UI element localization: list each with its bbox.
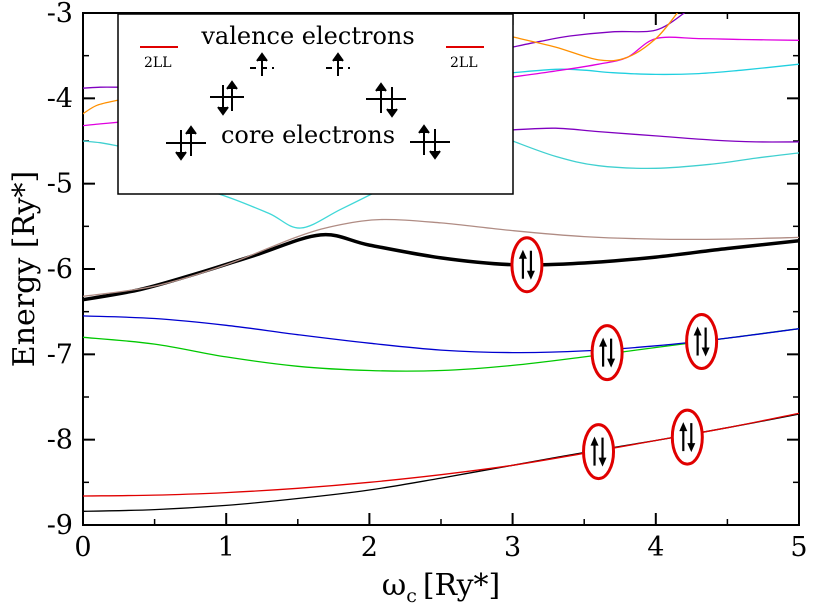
series-line-purple-low bbox=[511, 127, 799, 143]
x-tick-label: 5 bbox=[790, 532, 807, 563]
spin-pair-marker bbox=[670, 408, 704, 466]
spin-down-head bbox=[526, 270, 535, 280]
axis-ticks: 0 1 2 3 4 5 -9 -8 -7 -6 -5 -4 -3 bbox=[47, 0, 808, 563]
series-line-left-purple bbox=[83, 86, 120, 89]
inset-left-marker-label: 2LL bbox=[144, 55, 172, 71]
inset-core-label: core electrons bbox=[221, 121, 395, 149]
y-tick-label: -3 bbox=[47, 0, 73, 29]
inset-frame bbox=[117, 13, 514, 195]
spin-up-head bbox=[599, 337, 608, 347]
spin-pair-ellipse bbox=[670, 408, 704, 466]
spin-annotations bbox=[510, 236, 719, 481]
series-line-blue bbox=[83, 315, 799, 354]
series-line-left-orange bbox=[83, 99, 120, 115]
y-tick-label: -6 bbox=[47, 254, 73, 285]
spin-pair-ellipse bbox=[685, 313, 719, 371]
spin-down-head bbox=[598, 457, 607, 467]
series-line-green bbox=[83, 328, 799, 372]
spin-up-head bbox=[693, 326, 702, 336]
x-axis-subscript: c bbox=[406, 585, 417, 607]
spin-up-head bbox=[518, 249, 527, 259]
spin-down-head bbox=[607, 358, 616, 368]
x-tick-label: 3 bbox=[504, 532, 521, 563]
series-line-magenta bbox=[511, 36, 799, 78]
series-line-black-thick bbox=[83, 232, 799, 302]
inset-box: valence electrons core electrons 2LL 2LL bbox=[117, 13, 514, 195]
spin-pair-marker bbox=[685, 313, 719, 371]
spin-pair-ellipse bbox=[582, 423, 616, 481]
series-line-cyan-high bbox=[511, 63, 799, 76]
series-line-left-magenta bbox=[83, 121, 120, 127]
x-tick-label: 4 bbox=[647, 532, 664, 563]
spin-pair-marker bbox=[510, 236, 544, 294]
series-line-rosybrown bbox=[83, 218, 799, 297]
series-line-left-cyan bbox=[83, 140, 120, 147]
x-tick-label: 0 bbox=[74, 532, 91, 563]
series-line-cyan-low bbox=[511, 140, 799, 170]
y-tick-label: -4 bbox=[47, 83, 73, 114]
series-line-orange bbox=[511, 13, 678, 62]
y-tick-label: -7 bbox=[47, 339, 73, 370]
inset-right-marker-label: 2LL bbox=[450, 55, 478, 71]
y-axis-label: Energy [Ry*] bbox=[7, 171, 42, 367]
inset-valence-label: valence electrons bbox=[200, 22, 414, 50]
spin-up-head bbox=[590, 436, 599, 446]
spin-up-head bbox=[679, 422, 688, 432]
spin-pair-ellipse bbox=[510, 236, 544, 294]
x-axis-unit: [Ry*] bbox=[423, 568, 500, 603]
y-tick-label: -8 bbox=[47, 425, 73, 456]
inset-level-diagram bbox=[166, 52, 450, 161]
y-tick-label: -5 bbox=[47, 169, 73, 200]
spin-pair-marker bbox=[582, 423, 616, 481]
series-line-purple-high bbox=[511, 13, 686, 48]
x-tick-label: 1 bbox=[218, 532, 235, 563]
spin-down-head bbox=[687, 443, 696, 453]
spin-pair-ellipse bbox=[590, 324, 624, 382]
x-axis-symbol: ω bbox=[382, 568, 406, 603]
spin-down-head bbox=[701, 347, 710, 357]
spin-pair-marker bbox=[590, 324, 624, 382]
series-group bbox=[83, 13, 799, 512]
x-axis-label: ωc [Ry*] bbox=[382, 568, 501, 607]
x-tick-label: 2 bbox=[361, 532, 378, 563]
y-tick-label: -9 bbox=[47, 510, 73, 541]
